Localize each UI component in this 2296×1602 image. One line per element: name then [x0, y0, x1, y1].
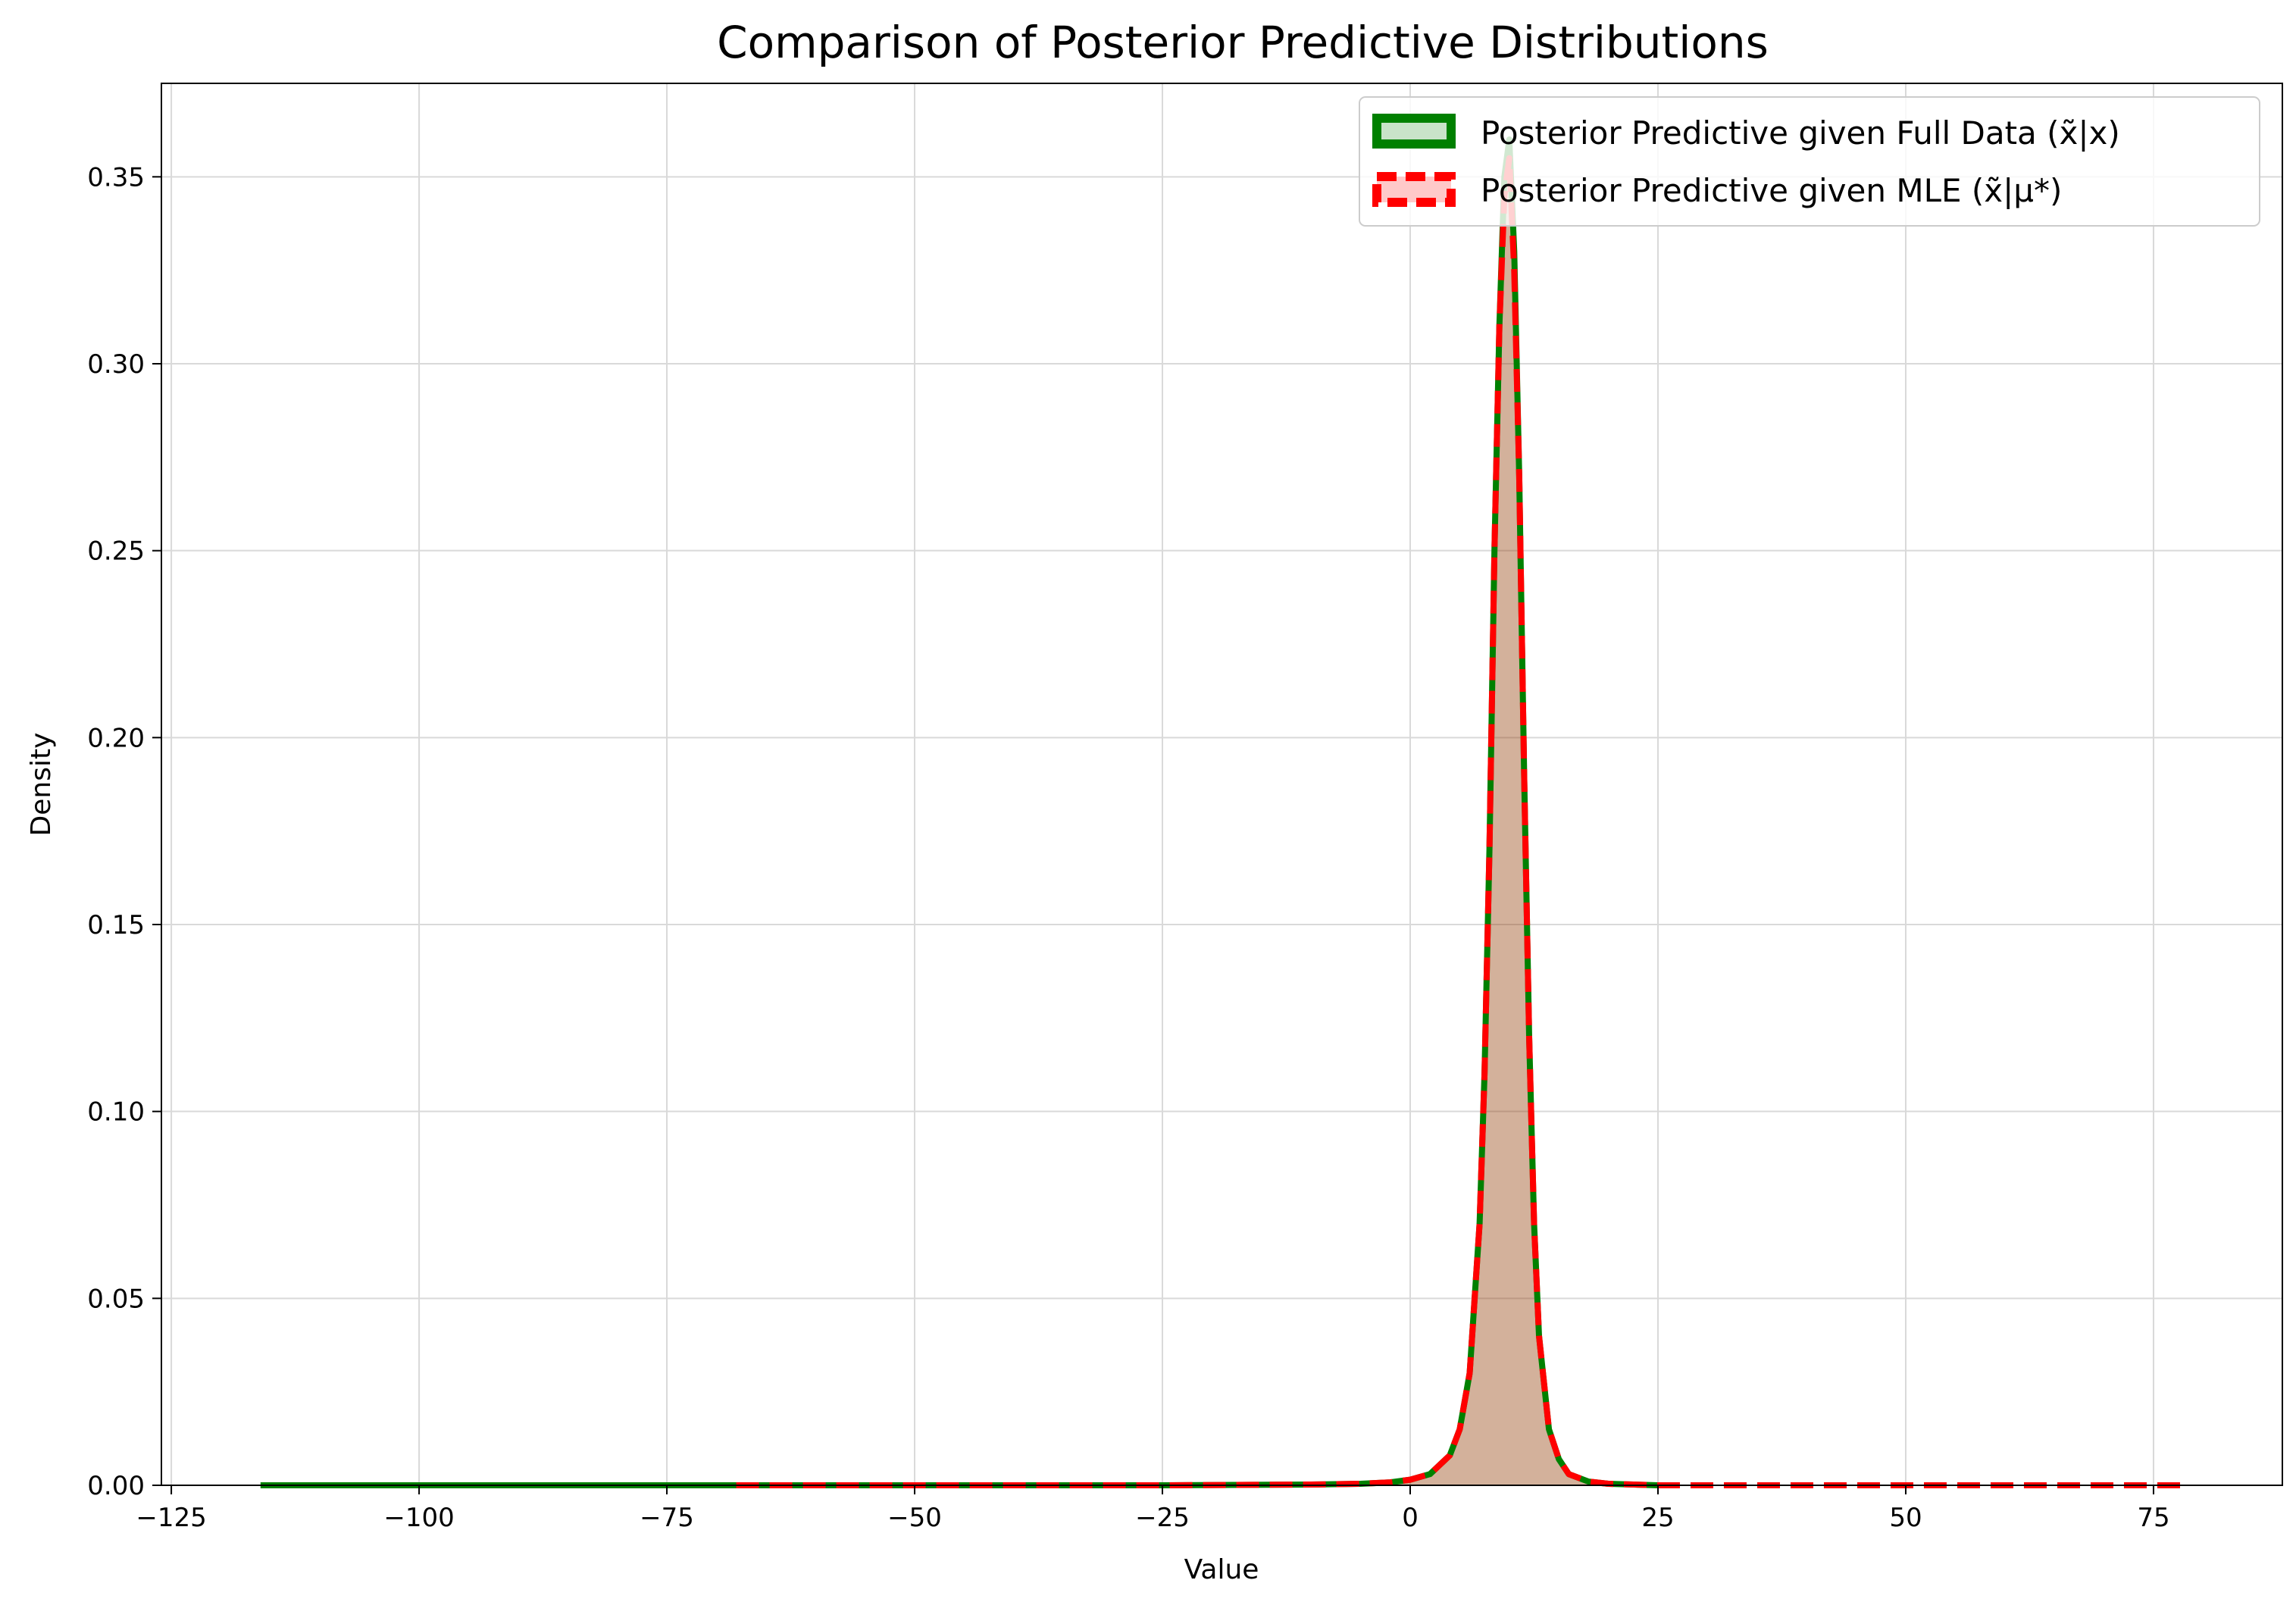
y-tick-label: 0.35 — [87, 162, 145, 192]
x-axis-label: Value — [1184, 1554, 1259, 1585]
legend-label-full-data: Posterior Predictive given Full Data (x̃… — [1481, 114, 2120, 152]
y-tick-label: 0.15 — [87, 910, 145, 940]
x-tick-label: 75 — [2137, 1503, 2169, 1533]
x-tick-label: 25 — [1641, 1503, 1674, 1533]
x-tick-label: −100 — [383, 1503, 454, 1533]
legend-swatch-full-data — [1372, 114, 1456, 149]
density-fills — [260, 139, 2184, 1486]
legend-label-mle: Posterior Predictive given MLE (x̃|μ*) — [1481, 172, 2062, 209]
x-tick-label: −50 — [887, 1503, 942, 1533]
y-axis-ticks: 0.00 0.05 0.10 0.15 0.20 0.25 0.30 0.35 — [87, 162, 161, 1501]
x-tick-label: −75 — [640, 1503, 694, 1533]
density-line-mle — [736, 155, 2184, 1488]
plot-frame — [161, 83, 2283, 1486]
x-axis-ticks: −125 −100 −75 −50 −25 0 25 50 75 — [136, 1485, 2170, 1533]
legend-swatch-mle — [1372, 172, 1456, 207]
y-axis-label: Density — [26, 733, 57, 837]
y-tick-label: 0.30 — [87, 349, 145, 380]
x-tick-label: −125 — [136, 1503, 206, 1533]
grid-lines — [161, 83, 2282, 1486]
y-tick-label: 0.00 — [87, 1471, 145, 1501]
legend-box — [1359, 96, 2260, 227]
x-tick-label: 50 — [1889, 1503, 1922, 1533]
y-tick-label: 0.25 — [87, 537, 145, 567]
y-tick-label: 0.10 — [87, 1097, 145, 1128]
x-tick-label: 0 — [1402, 1503, 1419, 1533]
legend: Posterior Predictive given Full Data (x̃… — [1359, 96, 2260, 227]
y-tick-label: 0.05 — [87, 1284, 145, 1314]
density-lines — [260, 136, 2184, 1488]
y-tick-label: 0.20 — [87, 723, 145, 753]
density-fill-full-data — [260, 139, 1658, 1485]
chart-title: Comparison of Posterior Predictive Distr… — [717, 17, 1769, 68]
x-tick-label: −25 — [1135, 1503, 1190, 1533]
